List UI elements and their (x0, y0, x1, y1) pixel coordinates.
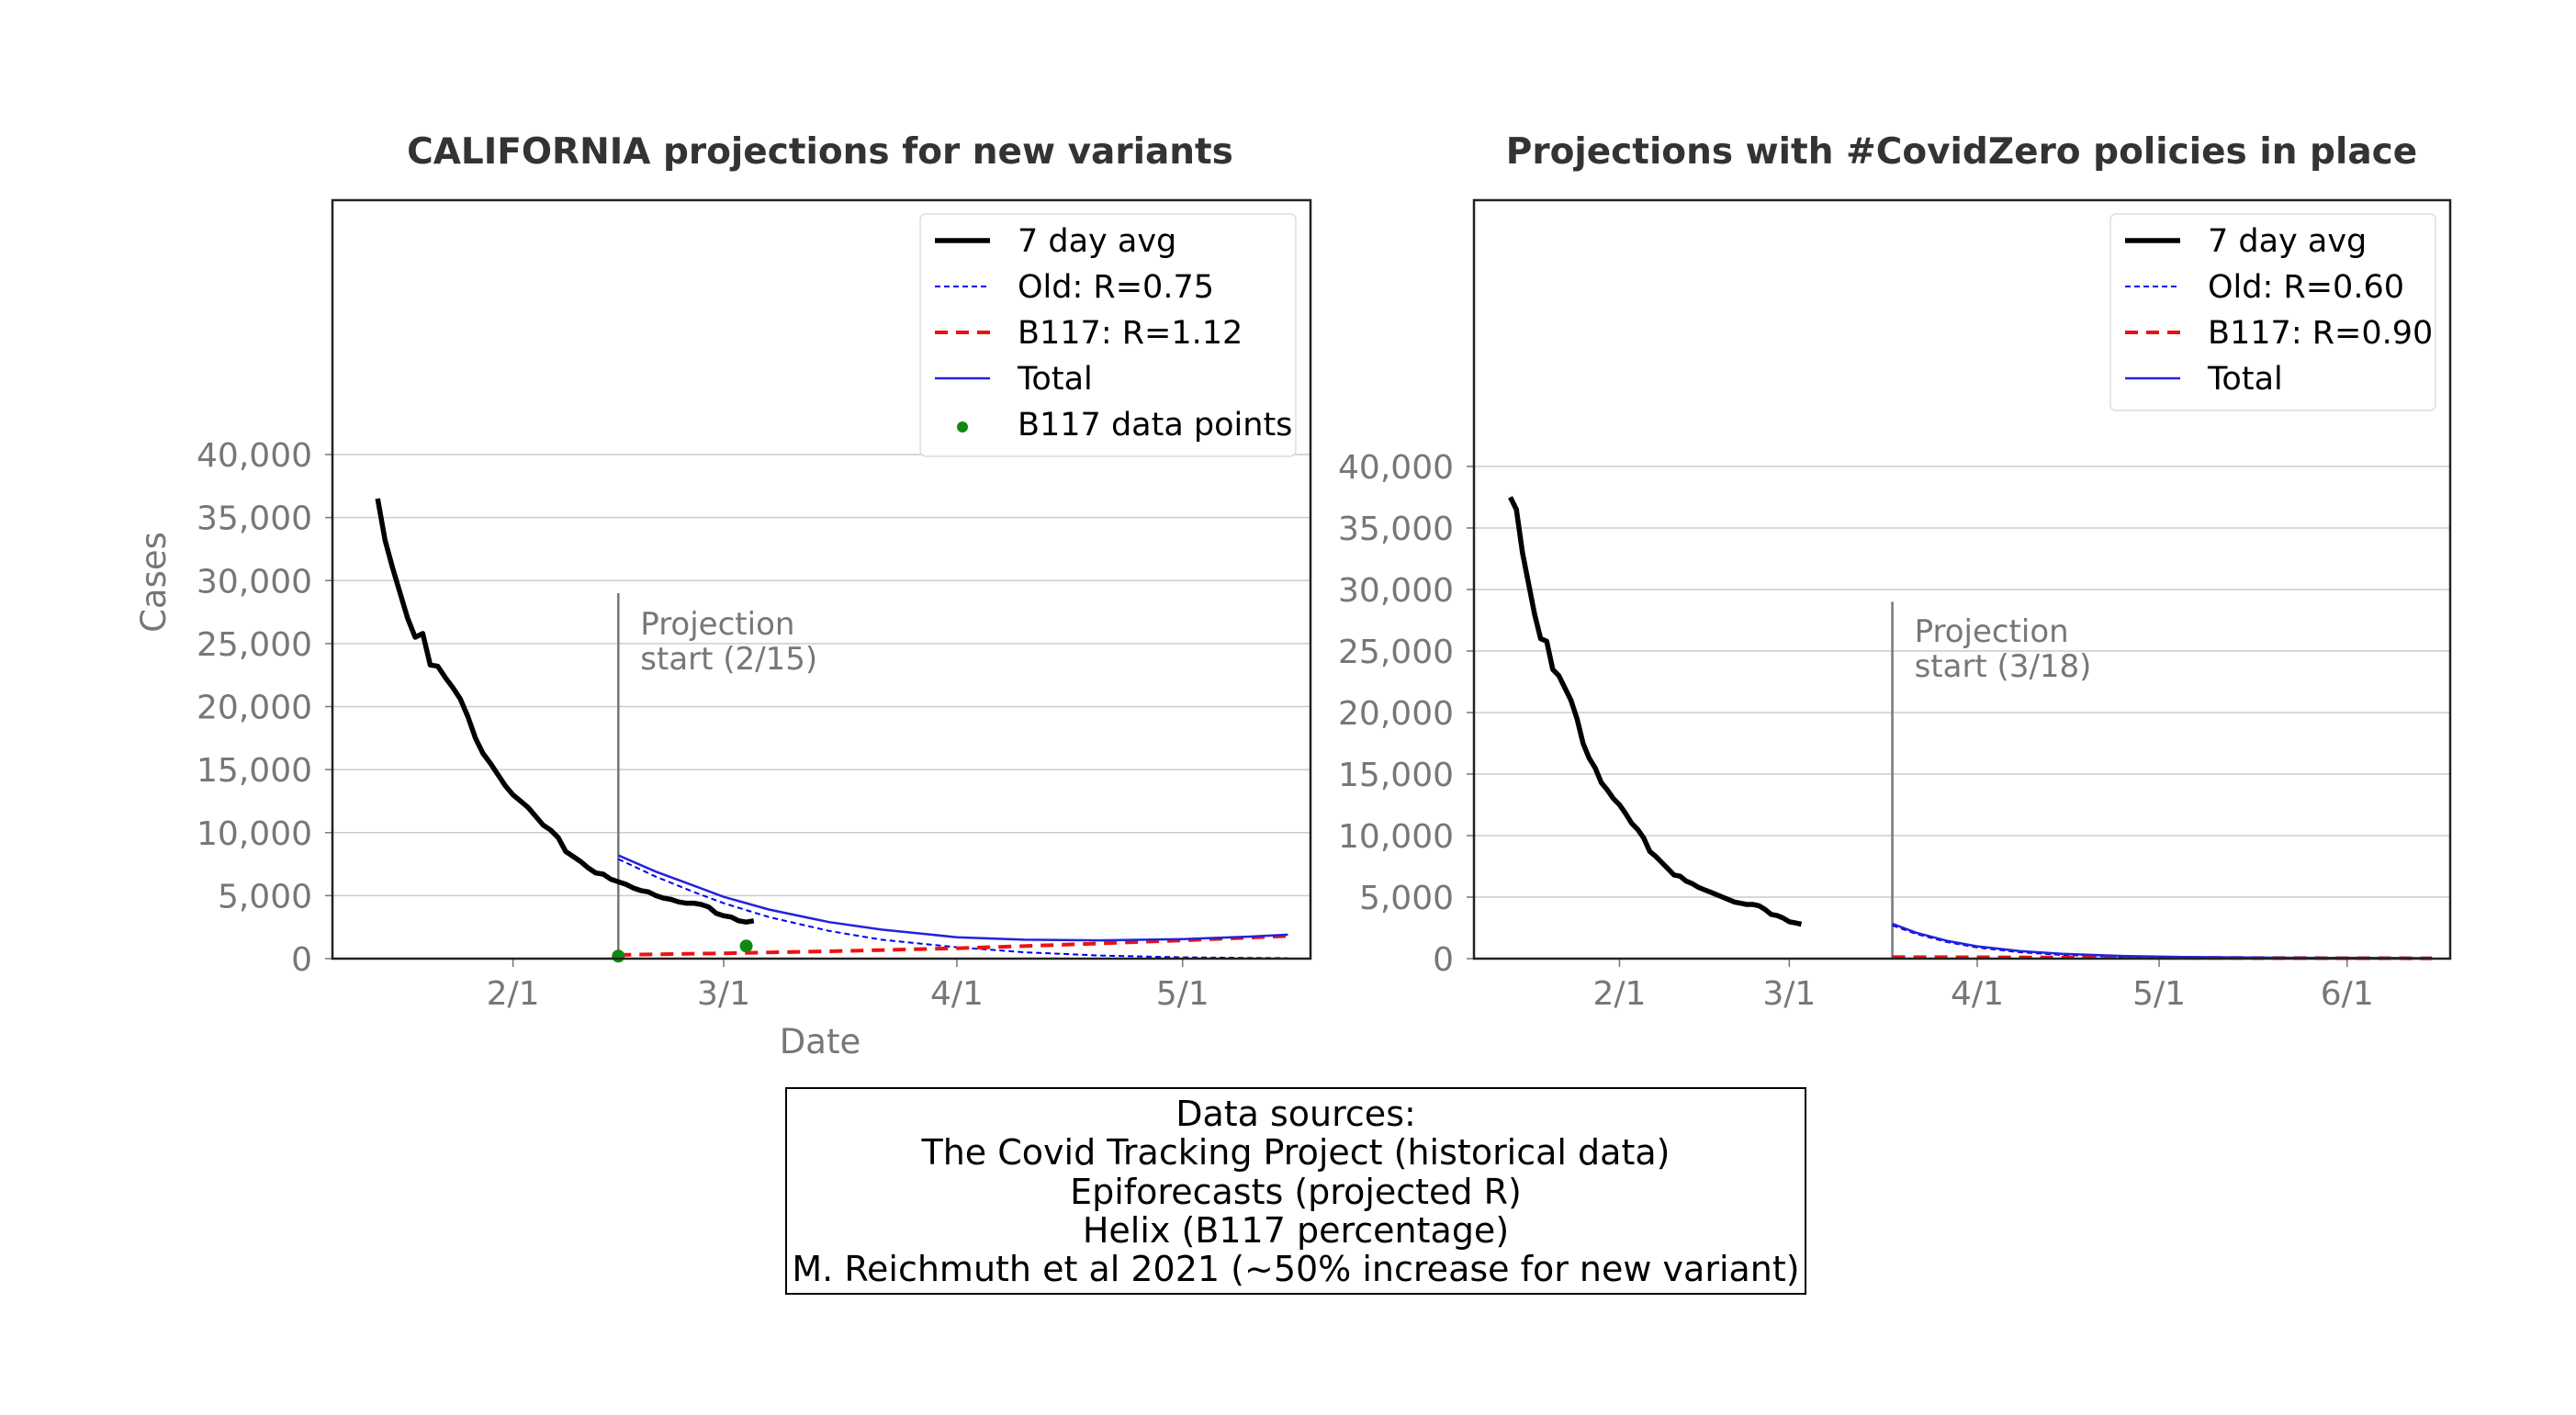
y-tick-label: 30,000 (197, 563, 312, 601)
chart-left-ylabel: Cases (134, 532, 174, 633)
y-tick-label: 40,000 (1338, 449, 1454, 487)
x-tick-label: 4/1 (930, 975, 984, 1013)
legend-marker (957, 421, 968, 432)
x-tick-label: 5/1 (1156, 975, 1209, 1013)
x-tick-label: 3/1 (1762, 975, 1816, 1013)
data-source-line: Helix (B117 percentage) (1083, 1210, 1509, 1251)
legend-label: B117: R=1.12 (1018, 315, 1243, 352)
b117-data-point (612, 949, 625, 963)
legend-label: Total (2207, 361, 2283, 398)
x-tick-label: 2/1 (1592, 975, 1646, 1013)
legend-label: Old: R=0.60 (2208, 269, 2404, 306)
chart-left-title: CALIFORNIA projections for new variants (407, 131, 1233, 173)
legend-label: B117 data points (1018, 407, 1292, 444)
legend-frame (2109, 213, 2436, 411)
data-sources-box: Data sources: The Covid Tracking Project… (785, 1087, 1806, 1295)
projection-start-label: start (3/18) (1915, 648, 2092, 685)
y-tick-label: 10,000 (197, 815, 312, 853)
data-source-line: The Covid Tracking Project (historical d… (921, 1132, 1670, 1173)
chart-right-title: Projections with #CovidZero policies in … (1506, 131, 2417, 173)
y-tick-label: 35,000 (197, 500, 312, 538)
chart-right-legend: 7 day avg Old: R=0.60 B117: R=0.90 Total (2109, 213, 2436, 411)
legend-label: 7 day avg (2208, 223, 2367, 260)
data-source-line: M. Reichmuth et al 2021 (~50% increase f… (792, 1249, 1799, 1289)
projection-start-label: Projection (1915, 613, 2069, 650)
x-tick-label: 6/1 (2321, 975, 2374, 1013)
y-tick-label: 20,000 (197, 690, 312, 727)
series-line-total (617, 854, 1288, 942)
y-tick-label: 20,000 (1338, 695, 1454, 733)
series-line-7-day-avg (1508, 496, 1803, 927)
y-tick-label: 0 (291, 941, 312, 979)
y-tick-label: 5,000 (218, 878, 312, 915)
legend-label: B117: R=0.90 (2208, 315, 2433, 352)
y-tick-label: 15,000 (1338, 757, 1454, 794)
data-sources-heading: Data sources: (1176, 1094, 1416, 1134)
y-tick-label: 25,000 (197, 626, 312, 664)
data-source-line: Epiforecasts (projected R) (1070, 1172, 1522, 1212)
y-tick-label: 5,000 (1359, 880, 1454, 917)
y-tick-label: 15,000 (197, 752, 312, 790)
chart-left-frame (331, 198, 1312, 960)
chart-left-legend: 7 day avg Old: R=0.75 B117: R=1.12 Total B11… (919, 213, 1297, 457)
y-tick-label: 10,000 (1338, 818, 1454, 856)
chart-left: CALIFORNIA projections for new variants … (134, 131, 1312, 1061)
legend-label: 7 day avg (1018, 223, 1176, 260)
legend-label: Old: R=0.75 (1018, 269, 1214, 306)
x-tick-label: 4/1 (1951, 975, 2004, 1013)
y-tick-label: 0 (1433, 941, 1454, 979)
series-line-7-day-avg (375, 498, 755, 925)
x-tick-label: 3/1 (697, 975, 750, 1013)
legend-frame (919, 213, 1297, 457)
projection-start-label: start (2/15) (640, 641, 817, 678)
y-tick-label: 25,000 (1338, 634, 1454, 671)
y-tick-label: 35,000 (1338, 511, 1454, 548)
chart-left-xlabel: Date (780, 1022, 861, 1061)
series-line-total (1892, 922, 2433, 960)
legend-label: Total (1017, 361, 1093, 398)
y-tick-label: 40,000 (197, 437, 312, 475)
y-tick-label: 30,000 (1338, 572, 1454, 610)
projection-start-label: Projection (640, 606, 794, 643)
chart-right: Projections with #CovidZero policies in … (1338, 131, 2452, 1013)
chart-right-frame (1472, 198, 2452, 960)
x-tick-label: 5/1 (2132, 975, 2186, 1013)
b117-data-point (739, 939, 753, 953)
series-line-b117-r-1-12 (618, 934, 1288, 957)
series-line-old-r-0-75 (617, 858, 1288, 960)
x-tick-label: 2/1 (487, 975, 540, 1013)
